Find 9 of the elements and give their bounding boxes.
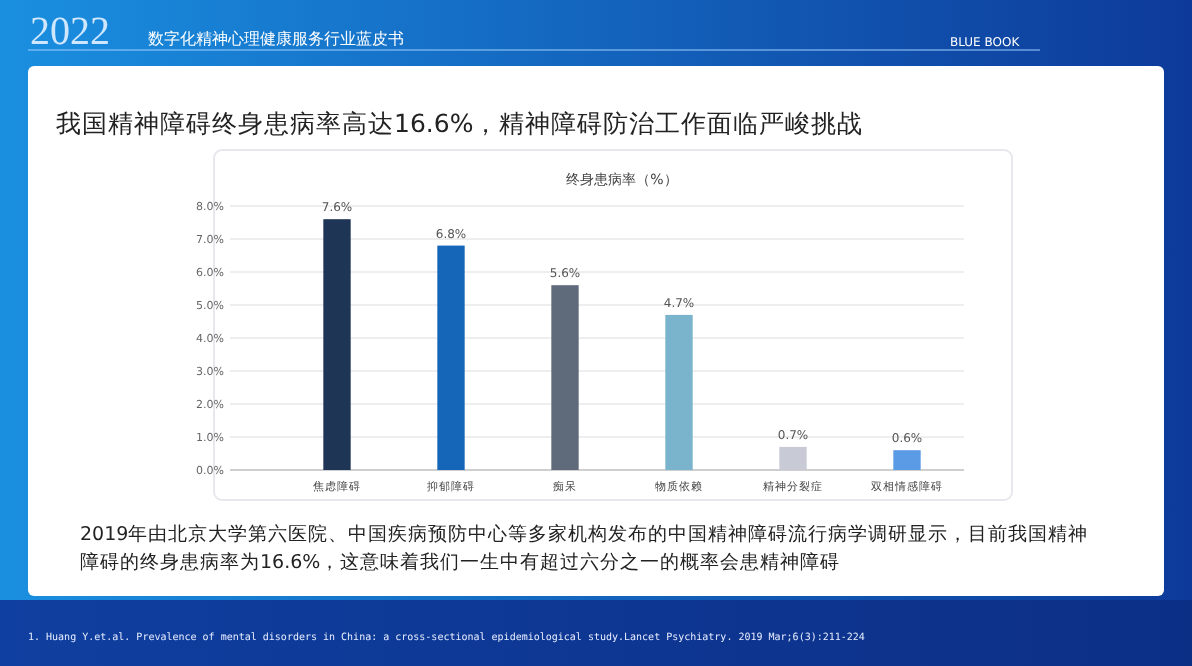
text: 我国精神障碍终身患病率高达16.6%，精神障碍防治工作面临严峻挑战 bbox=[56, 108, 864, 138]
bar bbox=[665, 314, 693, 470]
bar bbox=[323, 219, 351, 470]
bar bbox=[893, 450, 921, 470]
text: 2019年由北京大学第六医院、中国疾病预防中心等多家机构发布的中国精神障碍流行病学调研显示，目前我国精神障碍的终身患病率为16.6%，这意味着我们一生中有超过六分之一的概率会患精神障碍 bbox=[80, 522, 1089, 574]
text: 数字化精神心理健康服务行业蓝皮书 bbox=[148, 30, 404, 48]
bar bbox=[551, 285, 579, 470]
bar bbox=[437, 245, 465, 470]
text: 2022 bbox=[30, 10, 110, 54]
